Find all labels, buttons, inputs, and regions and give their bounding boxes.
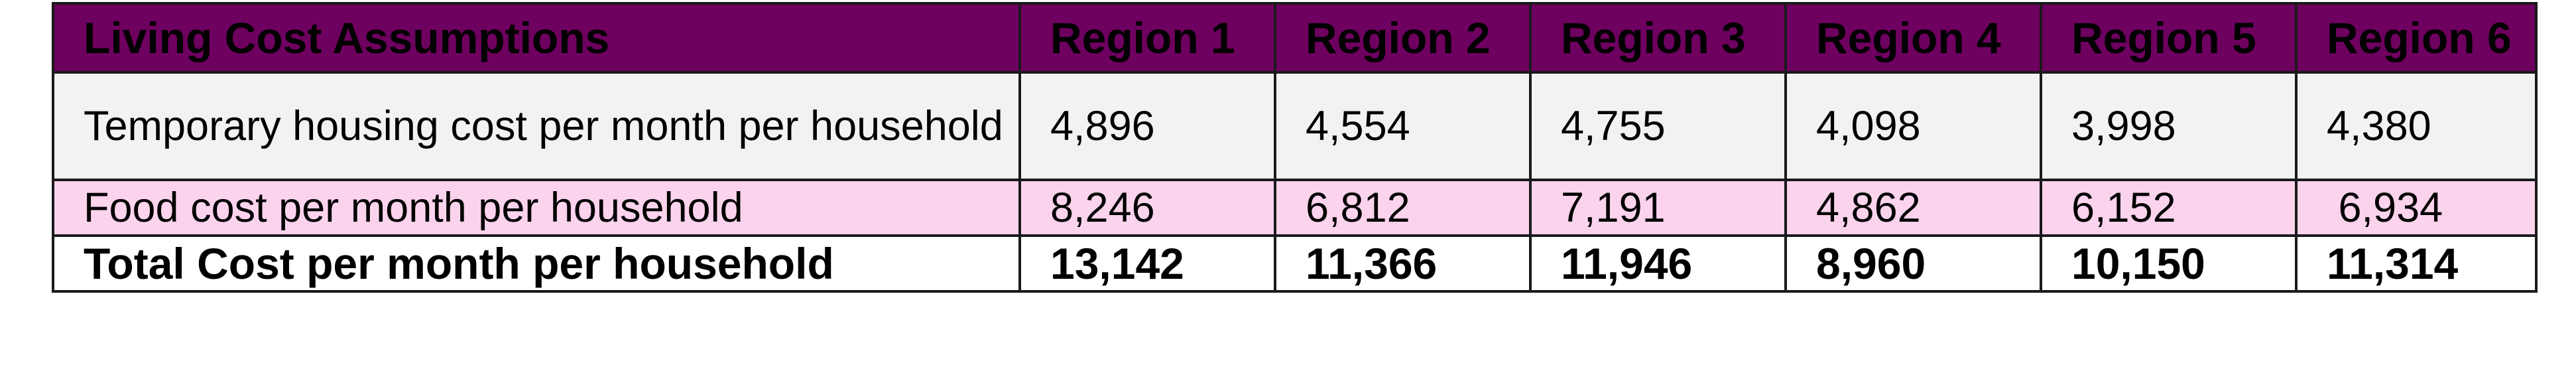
row-label: Food cost per month per household [52,179,1021,237]
table-cell: 4,554 [1274,71,1532,181]
living-cost-table: Living Cost Assumptions Region 1 Region … [52,2,2538,293]
table-cell: 8,246 [1018,179,1276,237]
table-cell: 11,314 [2295,234,2538,293]
header-region-2: Region 2 [1274,2,1532,74]
table-cell: 10,150 [2040,234,2298,293]
header-region-1: Region 1 [1018,2,1276,74]
table-cell: 8,960 [1784,234,2042,293]
row-label: Total Cost per month per household [52,234,1021,293]
header-region-5: Region 5 [2040,2,2298,74]
row-label: Temporary housing cost per month per hou… [52,71,1021,181]
header-label-cell: Living Cost Assumptions [52,2,1021,74]
table-cell: 6,934 [2295,179,2538,237]
table-cell: 11,946 [1529,234,1787,293]
header-region-6: Region 6 [2295,2,2538,74]
table-cell: 11,366 [1274,234,1532,293]
table-row-housing: Temporary housing cost per month per hou… [52,71,2538,181]
table-cell: 4,380 [2295,71,2538,181]
table-cell: 4,896 [1018,71,1276,181]
header-region-4: Region 4 [1784,2,2042,74]
table-header-row: Living Cost Assumptions Region 1 Region … [52,2,2538,74]
table-cell: 4,098 [1784,71,2042,181]
table-cell: 13,142 [1018,234,1276,293]
table-cell: 4,755 [1529,71,1787,181]
table-row-food: Food cost per month per household 8,246 … [52,179,2538,237]
table-cell: 4,862 [1784,179,2042,237]
table-cell: 6,812 [1274,179,1532,237]
table-cell: 3,998 [2040,71,2298,181]
table-cell: 6,152 [2040,179,2298,237]
table-cell: 7,191 [1529,179,1787,237]
header-region-3: Region 3 [1529,2,1787,74]
table-row-total: Total Cost per month per household 13,14… [52,234,2538,293]
